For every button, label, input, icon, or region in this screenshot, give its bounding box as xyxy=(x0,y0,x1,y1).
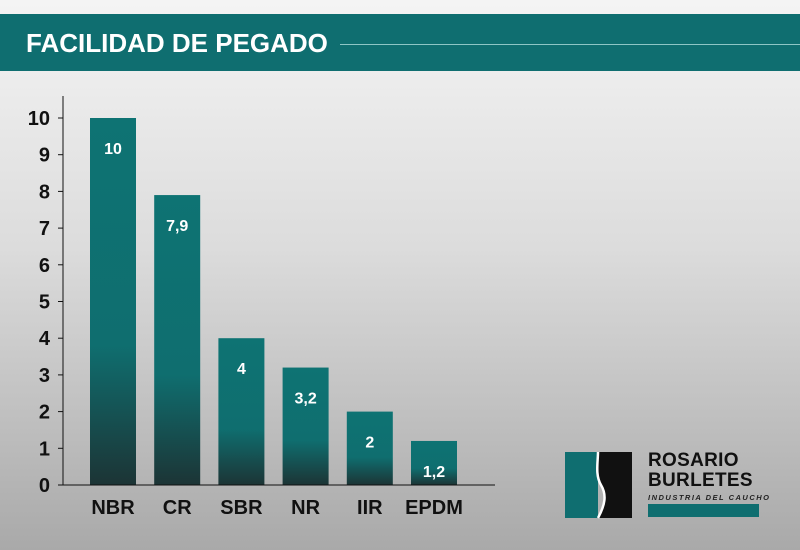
logo-tagline: INDUSTRIA DEL CAUCHO xyxy=(648,493,771,502)
y-tick-label: 10 xyxy=(28,108,50,130)
logo-text-line1: ROSARIO xyxy=(648,450,739,471)
bar-cr xyxy=(154,195,201,485)
y-tick-label: 8 xyxy=(39,181,50,203)
bar-sbr xyxy=(218,338,265,485)
y-tick-label: 9 xyxy=(39,145,50,167)
y-axis-ticks: 0 1 2 3 4 5 6 7 8 9 10 xyxy=(28,108,63,497)
y-tick-label: 7 xyxy=(39,218,50,240)
x-tick-label: NBR xyxy=(91,497,135,519)
y-tick-label: 4 xyxy=(39,328,51,350)
logo-accent-bar xyxy=(648,504,759,517)
bar-epdm xyxy=(411,440,457,485)
logo-mark-icon xyxy=(565,451,632,519)
data-label: 2 xyxy=(365,435,374,452)
page-title: FACILIDAD DE PEGADO xyxy=(26,28,328,58)
bars: 10 NBR 7,9 CR 4 SBR 3,2 NR 2 IIR 1,2 EPDM xyxy=(90,118,463,519)
x-tick-label: CR xyxy=(163,497,192,519)
bar-nr xyxy=(282,367,329,485)
logo-text-line2: BURLETES xyxy=(648,470,753,491)
x-tick-label: EPDM xyxy=(405,497,463,519)
y-tick-label: 1 xyxy=(39,438,50,460)
data-label: 10 xyxy=(104,141,122,158)
axes xyxy=(62,96,495,486)
data-label: 4 xyxy=(237,361,246,378)
x-tick-label: SBR xyxy=(220,497,263,519)
x-tick-label: IIR xyxy=(357,497,383,519)
y-tick-label: 3 xyxy=(39,365,50,387)
y-tick-label: 6 xyxy=(39,255,50,277)
title-banner: FACILIDAD DE PEGADO xyxy=(0,14,800,71)
data-label: 1,2 xyxy=(423,464,445,481)
bar-iir xyxy=(346,411,393,485)
data-label: 3,2 xyxy=(294,391,316,408)
y-tick-label: 0 xyxy=(39,475,50,497)
y-tick-label: 5 xyxy=(39,292,50,314)
data-label: 7,9 xyxy=(166,218,188,235)
x-tick-label: NR xyxy=(291,497,320,519)
title-divider xyxy=(340,44,800,45)
company-logo: ROSARIO BURLETES INDUSTRIA DEL CAUCHO xyxy=(565,450,769,520)
bar-nbr xyxy=(90,118,136,485)
y-tick-label: 2 xyxy=(39,402,50,424)
